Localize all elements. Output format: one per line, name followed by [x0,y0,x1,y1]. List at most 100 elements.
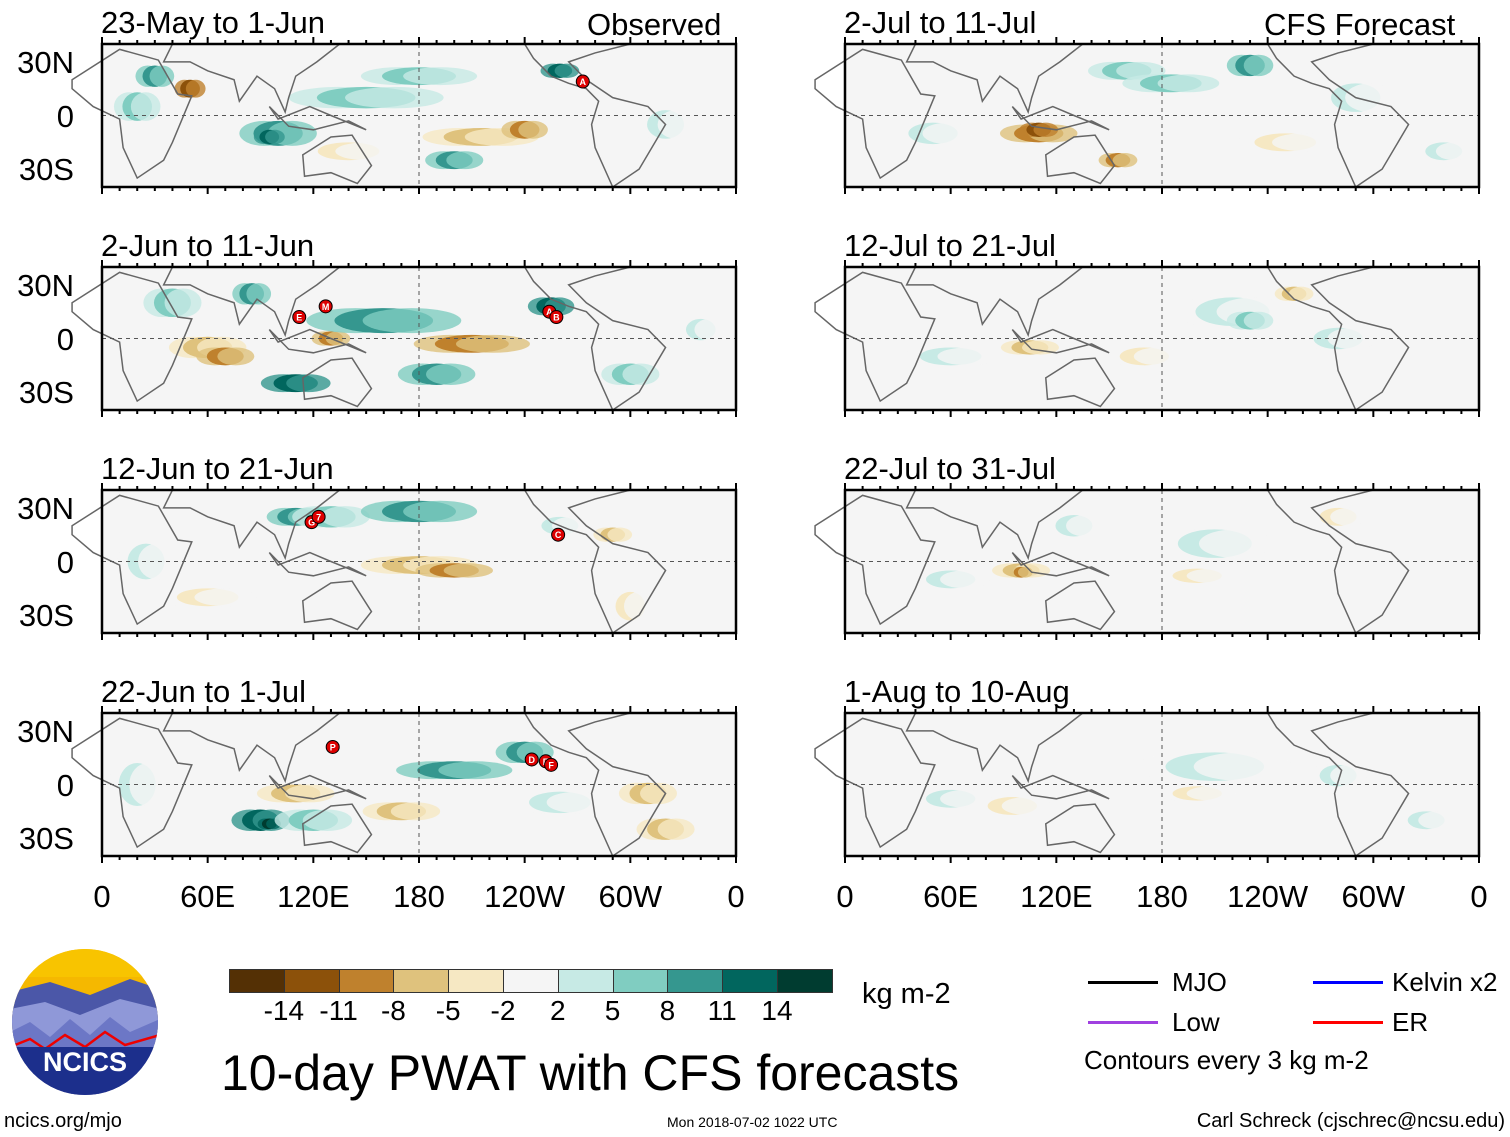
anomaly-patch [1112,153,1138,168]
anomaly-patch [554,63,580,78]
anomaly-patch [546,791,609,814]
anomaly-patch [443,563,493,578]
storm-id: 7 [316,512,321,522]
anomaly-patch [922,122,972,145]
x-tick-label: 60E [180,879,236,914]
coastline [1011,774,1110,800]
storm-id: F [548,760,554,770]
contour-note: Contours every 3 kg m-2 [1084,1045,1369,1075]
coastline [1266,712,1410,858]
anomaly-patch [622,363,660,385]
anomaly-patch [1186,786,1236,801]
anomaly-patch [937,347,1000,366]
storm-id: A [580,77,587,87]
anomaly-patch [1066,515,1104,537]
storm-id: G [308,518,315,528]
anomaly-patch [940,570,990,589]
colorbar-label: 2 [550,995,566,1026]
panel-title: 23-May to 1-Jun [101,5,325,40]
panel-title: 2-Jun to 11-Jun [101,228,315,263]
anomaly-patch [1033,122,1059,137]
tropical-cyclone-marker: B [549,310,564,325]
x-tick-label: 120E [277,879,350,914]
panel-title: 22-Jul to 31-Jul [844,451,1056,486]
x-tick-label: 180 [393,879,445,914]
x-tick-label: 60W [598,879,663,914]
anomaly-patch [657,818,695,840]
colorbar-swatch [230,970,285,992]
panel-title: 12-Jun to 21-Jun [101,451,334,486]
coastline [268,105,367,131]
y-tick-label: 30S [18,152,74,188]
anomaly-patch [390,802,441,821]
anomaly-patch [403,67,478,86]
anomaly-patch [138,543,176,580]
legend-mjo-line [1088,981,1158,984]
anomaly-patch [657,110,695,139]
tropical-cyclone-marker: E [292,310,307,325]
anomaly-patch [149,65,175,87]
tropical-cyclone-marker: P [325,739,340,754]
coastline [905,266,1085,338]
observed-map-panel: G7 C [71,483,738,640]
colorbar-label: -8 [380,995,406,1026]
coastline [523,266,667,412]
coastline [1011,551,1110,577]
anomaly-patch [302,809,353,831]
observed-label: Observed [587,7,722,42]
x-tick-label: 120W [484,879,566,914]
anomaly-patch [426,363,476,385]
tropical-cyclone-marker: C [551,527,566,542]
anomaly-patch [1021,340,1059,355]
x-tick-label: 0 [836,879,854,914]
colorbar-label: -11 [319,995,358,1026]
colorbar-swatch [613,970,669,992]
storm-id: C [555,530,562,540]
colorbar-label: 11 [707,995,737,1026]
colorbar-label: 14 [761,995,793,1026]
observed-map-panel: A [71,37,738,194]
ncics-logo: NCICS [12,949,158,1095]
x-tick-label: 120W [1227,879,1309,914]
colorbar-label: -2 [490,995,516,1026]
observed-map-panel: E M AB [71,260,738,417]
coastline [814,48,936,180]
anomaly-patch [1133,347,1184,366]
site-link[interactable]: ncics.org/mjo [4,1110,122,1132]
y-tick-label: 0 [56,321,74,357]
legend-kelvin-label: Kelvin x2 [1392,967,1498,997]
coastline [301,580,373,631]
anomaly-patch [607,527,633,542]
anomaly-patch [438,761,513,780]
y-tick-label: 30N [17,490,74,526]
panel-title: 2-Jul to 11-Jul [844,5,1037,40]
colorbar-swatch [777,970,832,992]
observed-map-panel: PDEF [71,706,738,863]
coastline [268,774,367,800]
coastline [162,489,342,561]
tropical-cyclone-marker: D [524,752,539,767]
legend-er-label: ER [1392,1007,1429,1037]
coastline [162,266,342,338]
coastline [71,494,193,626]
anomaly-patch [129,763,167,806]
anomaly-patch [694,318,725,341]
colorbar-label: -14 [263,995,305,1026]
x-tick-label: 180 [1136,879,1188,914]
x-tick-label: 60W [1341,879,1406,914]
colorbar-swatch [449,970,504,992]
anomaly-patch [130,92,161,121]
storm-id: D [528,755,535,765]
panel-title: 1-Aug to 10-Aug [844,674,1070,709]
legend-kelvin-line [1313,981,1383,984]
colorbar-label: 8 [659,995,676,1026]
colorbar-label: 5 [604,995,621,1026]
anomaly-patch [345,86,444,109]
anomaly-patch [1435,142,1473,161]
colorbar-swatch [723,970,778,992]
coastline [1011,105,1110,131]
forecast-map-panel [814,37,1481,194]
legend-mjo-label: MJO [1172,967,1227,997]
anomaly-patch [1345,83,1395,112]
